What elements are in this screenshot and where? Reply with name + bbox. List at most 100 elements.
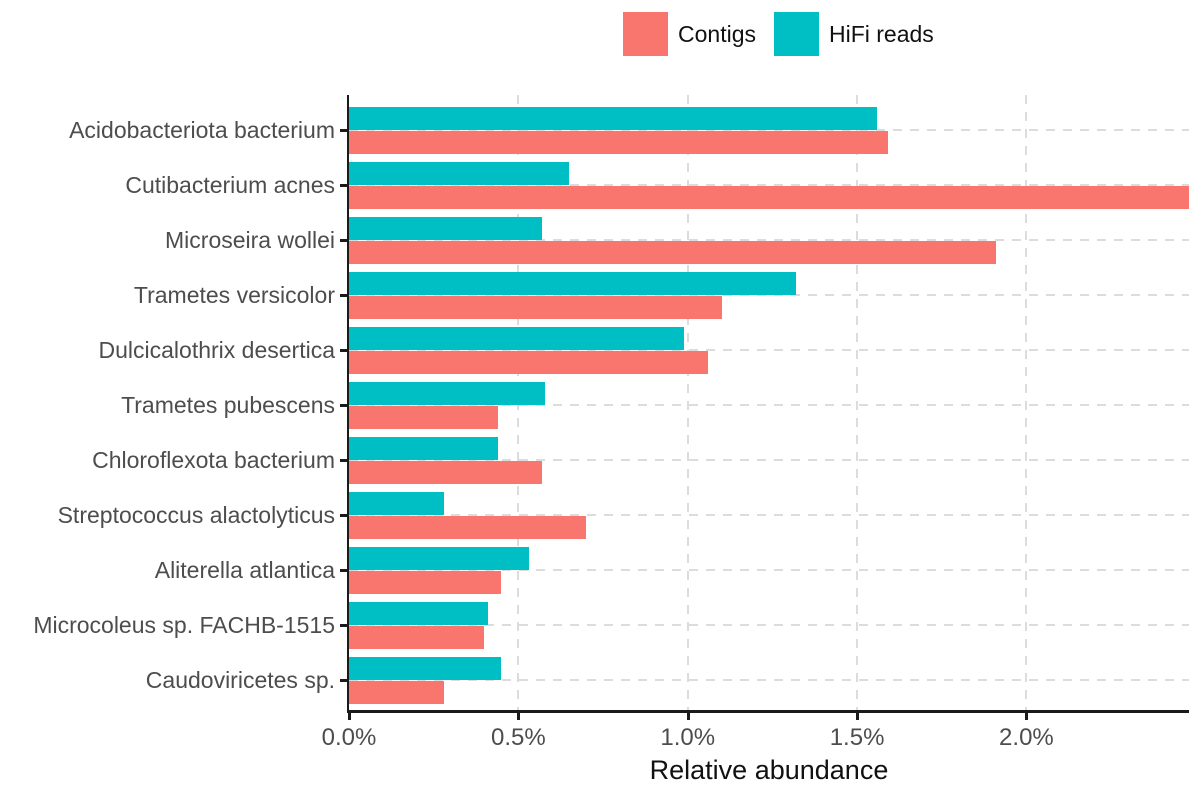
category-label: Streptococcus alactolyticus bbox=[57, 502, 335, 528]
y-axis-tick bbox=[340, 569, 347, 572]
x-axis-tick bbox=[1025, 712, 1029, 720]
bar-group bbox=[349, 327, 1189, 374]
bar-contigs bbox=[349, 241, 996, 264]
bar-hifi-reads bbox=[349, 327, 685, 350]
x-axis-tick bbox=[856, 712, 860, 720]
bar-hifi-reads bbox=[349, 657, 502, 680]
category-label: Caudoviricetes sp. bbox=[145, 667, 335, 693]
category-row: Aliterella atlantica bbox=[155, 543, 1189, 598]
horizontal-gridline bbox=[349, 679, 1189, 681]
y-axis-tick bbox=[340, 679, 347, 682]
legend-item-label: HiFi reads bbox=[828, 21, 934, 47]
horizontal-gridline bbox=[349, 129, 1189, 131]
category-row: Cutibacterium acnes bbox=[125, 158, 1189, 213]
legend-item-label: Contigs bbox=[678, 21, 756, 47]
legend: Contigs HiFi reads bbox=[623, 12, 934, 56]
y-axis-tick bbox=[340, 624, 347, 627]
vertical-gridline bbox=[686, 95, 689, 711]
horizontal-gridline bbox=[349, 514, 1189, 516]
y-axis-tick bbox=[340, 514, 347, 517]
horizontal-gridline bbox=[349, 624, 1189, 626]
category-row: Acidobacteriota bacterium bbox=[69, 103, 1189, 158]
bar-group bbox=[349, 382, 1189, 429]
x-axis-title: Relative abundance bbox=[649, 755, 889, 785]
category-row: Trametes versicolor bbox=[134, 268, 1189, 323]
y-axis-tick bbox=[340, 129, 347, 132]
y-axis-tick bbox=[340, 404, 347, 407]
category-row: Microcoleus sp. FACHB-1515 bbox=[33, 598, 1189, 653]
horizontal-gridline bbox=[349, 404, 1189, 406]
bar-group bbox=[349, 602, 1189, 649]
category-label: Microcoleus sp. FACHB-1515 bbox=[33, 612, 335, 638]
category-label: Dulcicalothrix desertica bbox=[98, 337, 335, 363]
bar-hifi-reads bbox=[349, 602, 488, 625]
x-axis-tick-label: 0.0% bbox=[321, 724, 377, 751]
bar-group bbox=[349, 547, 1189, 594]
category-label: Trametes pubescens bbox=[121, 392, 335, 418]
bar-group bbox=[349, 437, 1189, 484]
bar-hifi-reads bbox=[349, 217, 543, 240]
x-axis-tick bbox=[686, 712, 690, 720]
horizontal-gridline bbox=[349, 569, 1189, 571]
y-axis-tick bbox=[340, 239, 347, 242]
bar-group bbox=[349, 272, 1189, 319]
x-axis-line bbox=[347, 710, 1189, 713]
category-row: Caudoviricetes sp. bbox=[146, 653, 1189, 708]
vertical-gridline bbox=[1025, 95, 1028, 711]
legend-swatch bbox=[773, 12, 819, 56]
category-row: Dulcicalothrix desertica bbox=[99, 323, 1189, 378]
x-axis-tick-label: 1.5% bbox=[829, 724, 885, 751]
x-axis-tick bbox=[517, 712, 521, 720]
bar-contigs bbox=[349, 351, 709, 374]
bar-hifi-reads bbox=[349, 107, 878, 130]
category-label: Aliterella atlantica bbox=[154, 557, 335, 583]
x-axis-tick-label: 0.5% bbox=[490, 724, 546, 751]
bar-contigs bbox=[349, 296, 722, 319]
bar-contigs bbox=[349, 131, 888, 154]
bar-contigs bbox=[349, 681, 444, 704]
bar-hifi-reads bbox=[349, 162, 570, 185]
category-label: Acidobacteriota bacterium bbox=[69, 117, 335, 143]
bar-contigs bbox=[349, 461, 543, 484]
category-row: Chloroflexota bacterium bbox=[92, 433, 1189, 488]
category-row: Streptococcus alactolyticus bbox=[58, 488, 1189, 543]
category-label: Chloroflexota bacterium bbox=[92, 447, 335, 473]
horizontal-gridline bbox=[349, 294, 1189, 296]
bar-contigs bbox=[349, 406, 499, 429]
bar-hifi-reads bbox=[349, 437, 499, 460]
bar-contigs bbox=[349, 186, 1189, 209]
bar-group bbox=[349, 217, 1189, 264]
y-axis-tick bbox=[340, 184, 347, 187]
bar-contigs bbox=[349, 626, 485, 649]
bar-group bbox=[349, 657, 1189, 704]
category-label: Trametes versicolor bbox=[133, 282, 335, 308]
y-axis-line bbox=[347, 95, 349, 713]
x-axis-tick-label: 2.0% bbox=[999, 724, 1054, 751]
bar-group bbox=[349, 492, 1189, 539]
legend-swatch bbox=[623, 12, 668, 56]
horizontal-gridline bbox=[349, 184, 1189, 186]
bar-hifi-reads bbox=[349, 492, 444, 515]
category-label: Cutibacterium acnes bbox=[125, 172, 335, 198]
legend-item: Contigs bbox=[623, 12, 756, 56]
x-axis-tick bbox=[348, 712, 351, 720]
horizontal-gridline bbox=[349, 239, 1189, 241]
vertical-gridline bbox=[856, 95, 859, 711]
rows: Acidobacteriota bacterium Cutibacterium a… bbox=[33, 95, 1189, 711]
plot-panel: Acidobacteriota bacterium Cutibacterium a… bbox=[33, 95, 1189, 785]
bar-group bbox=[349, 162, 1189, 209]
y-axis-tick bbox=[340, 349, 347, 352]
y-axis-tick bbox=[340, 294, 347, 297]
category-row: Trametes pubescens bbox=[121, 378, 1189, 433]
bar-group bbox=[349, 107, 1189, 154]
x-axis-tick-label: 1.0% bbox=[660, 724, 716, 751]
category-label: Microseira wollei bbox=[165, 227, 335, 253]
bar-hifi-reads bbox=[349, 382, 546, 405]
bar-contigs bbox=[349, 571, 502, 594]
legend-item: HiFi reads bbox=[773, 12, 934, 56]
bar-hifi-reads bbox=[349, 547, 529, 570]
bar-hifi-reads bbox=[349, 272, 797, 295]
bar-contigs bbox=[349, 516, 587, 539]
horizontal-gridline bbox=[349, 459, 1189, 461]
